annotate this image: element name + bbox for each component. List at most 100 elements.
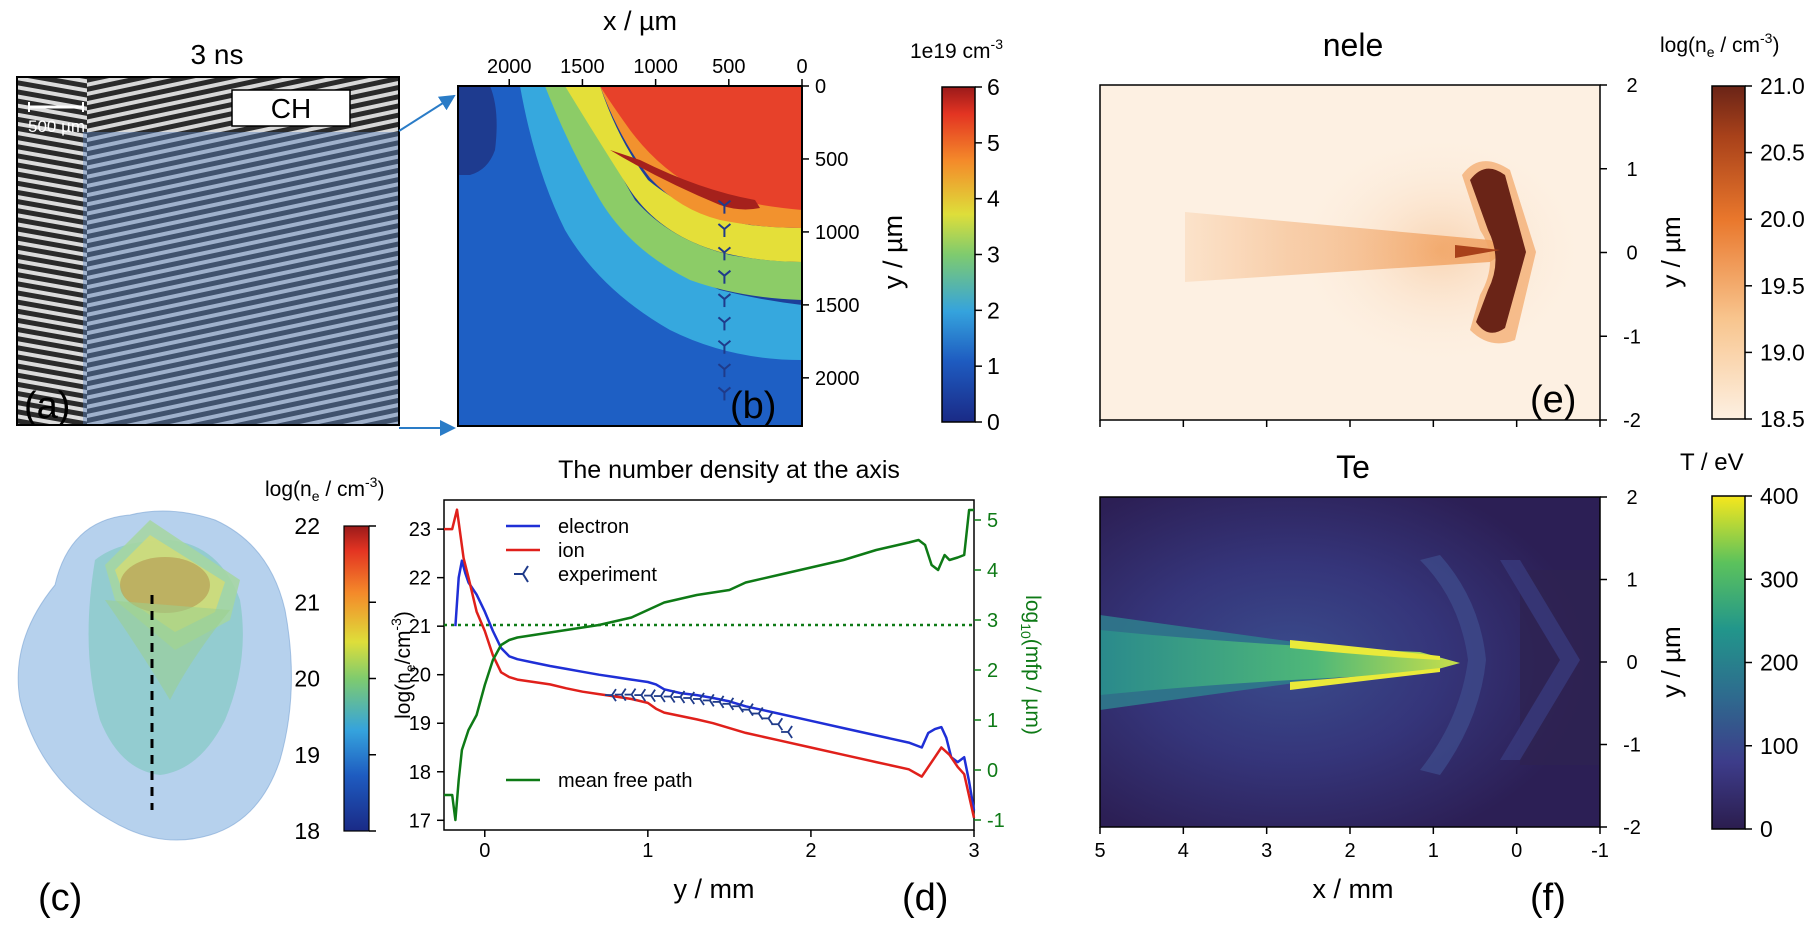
colorbar-tick-label: 0: [1760, 816, 1773, 842]
panel-e-axes: 2 1 0 -1 -2: [1099, 75, 1641, 432]
experiment-point: [634, 688, 647, 702]
panel-b-y-ticks: 0 500 1000 1500 2000: [802, 76, 860, 390]
y-tick-label: 2: [1626, 487, 1637, 509]
colorbar-tick-label: 18: [294, 818, 320, 844]
panel-d-letter: (d): [902, 877, 948, 919]
panel-b: x / µm 2000 1500 1000 500 0 0500100015002000…: [457, 6, 1003, 435]
isosurface-render: [17, 510, 292, 841]
y-tick-label: 22: [409, 568, 431, 590]
colorbar-tick-label: 19.5: [1760, 273, 1805, 299]
interferogram-left-region: [17, 77, 87, 425]
panel-c-colorbar: [343, 525, 370, 832]
panel-c-colorbar-ticks: 18 19 20 21 22: [294, 513, 376, 844]
panel-f: Te 2 1 0 -1 -2 5 4 3 2 1 0 -1 y / µm x / mm (f) T /…: [1094, 449, 1798, 919]
colorbar-tick-label: 6: [987, 74, 1000, 100]
panel-f-xlabel: x / mm: [1313, 874, 1394, 904]
interferogram-frame: [16, 76, 400, 426]
panel-d-plot-frame: [443, 499, 975, 831]
colorbar-tick-label: 22: [294, 513, 320, 539]
material-label: CH: [271, 93, 311, 124]
colorbar-tick-label: 19.0: [1760, 339, 1805, 365]
x-tick-label: 0: [479, 840, 490, 862]
panel-b-colorbar-title: 1e19 cm-3: [910, 36, 1003, 63]
panel-f-title: Te: [1336, 449, 1370, 485]
colorbar-tick-label: 300: [1760, 566, 1798, 592]
panel-e-ylabel: y / µm: [1656, 216, 1686, 287]
experiment-marker: [717, 386, 732, 401]
experiment-point: [693, 692, 705, 706]
te-map: [1099, 496, 1601, 828]
panel-a-letter: (a): [24, 385, 70, 427]
panel-d-xlabel: y / mm: [674, 874, 755, 904]
colorbar-tick-label: 400: [1760, 483, 1798, 509]
colorbar-tick-label: 100: [1760, 733, 1798, 759]
panel-a: 3 ns 500 µm CH (a): [16, 39, 456, 436]
experiment-point: [683, 691, 695, 705]
panel-b-colorbar-ticks: 0 1 2 3 4 5 6: [975, 74, 1000, 435]
y-tick-label: -1: [1623, 735, 1641, 757]
colorbar-tick-label: 0: [987, 409, 1000, 435]
panel-c-letter: (c): [38, 877, 82, 919]
panel-d-ylabel: log(ne/cm-3): [388, 611, 418, 719]
legend-ion: ion: [558, 540, 585, 562]
x-tick-label: 0: [1511, 840, 1522, 862]
y-tick-label: 500: [815, 149, 848, 171]
colorbar-tick-label: 4: [987, 186, 1000, 212]
panel-c-colorbar-title: log(ne / cm-3): [265, 474, 384, 504]
experiment-marker: [717, 339, 732, 354]
experiment-point: [771, 717, 784, 731]
panel-f-letter: (f): [1530, 877, 1566, 919]
y-tick-label: 21: [409, 616, 431, 638]
panel-b-letter: (b): [730, 385, 776, 427]
panel-d-legend: electron ion experiment mean free path: [506, 516, 693, 792]
nele-map: [1099, 84, 1601, 421]
experiment-point: [673, 690, 686, 704]
material-label-box: [231, 89, 351, 127]
y2-tick-label: 5: [987, 510, 998, 532]
y-tick-label: 1: [1626, 570, 1637, 592]
x-tick-label: 1500: [560, 56, 605, 78]
y2-tick-label: 3: [987, 610, 998, 632]
colorbar-tick-label: 3: [987, 242, 1000, 268]
series-electron: [454, 559, 976, 811]
x-tick-label: 1000: [633, 56, 678, 78]
panel-e-title: nele: [1323, 27, 1384, 63]
y-tick-label: 1: [1626, 159, 1637, 181]
y-tick-label: 20: [409, 665, 431, 687]
panel-d-title: The number density at the axis: [558, 456, 900, 484]
colorbar-tick-label: 20: [294, 666, 320, 692]
zoom-arrow-top: [398, 94, 456, 132]
legend-experiment-marker: [514, 565, 529, 583]
experiment-marker: [717, 199, 732, 214]
colorbar-tick-label: 5: [987, 130, 1000, 156]
panel-b-xlabel: x / µm: [603, 6, 677, 36]
x-tick-label: 1: [642, 840, 653, 862]
panel-e-colorbar-ticks: 18.5 19.0 19.5 20.0 20.5 21.0: [1745, 73, 1805, 432]
x-tick-label: 500: [712, 56, 745, 78]
x-tick-label: 5: [1094, 840, 1105, 862]
y2-tick-label: 1: [987, 710, 998, 732]
y2-tick-label: 4: [987, 560, 998, 582]
panel-f-ylabel: y / µm: [1656, 626, 1686, 697]
colorbar-tick-label: 18.5: [1760, 406, 1805, 432]
y2-tick-label: -1: [987, 810, 1005, 832]
x-tick-label: 0: [796, 56, 807, 78]
legend-experiment: experiment: [558, 564, 657, 586]
x-tick-label: 2: [805, 840, 816, 862]
x-tick-label: 1: [1428, 840, 1439, 862]
colorbar-tick-label: 19: [294, 742, 320, 768]
colorbar-tick-label: 1: [987, 353, 1000, 379]
panel-f-colorbar-ticks: 0 100 200 300 400: [1745, 483, 1798, 842]
x-tick-label: 2: [1344, 840, 1355, 862]
colorbar-tick-label: 21: [294, 589, 320, 615]
experiment-point: [781, 725, 793, 739]
x-tick-label: -1: [1591, 840, 1609, 862]
panel-f-colorbar-title: T / eV: [1680, 449, 1744, 476]
x-tick-label: 4: [1178, 840, 1189, 862]
colorbar-tick-label: 2: [987, 297, 1000, 323]
x-tick-label: 3: [968, 840, 979, 862]
y-tick-label: 1500: [815, 295, 860, 317]
experiment-marker: [717, 316, 732, 331]
colorbar-tick-label: 200: [1760, 650, 1798, 676]
y-tick-label: 2: [1626, 75, 1637, 97]
